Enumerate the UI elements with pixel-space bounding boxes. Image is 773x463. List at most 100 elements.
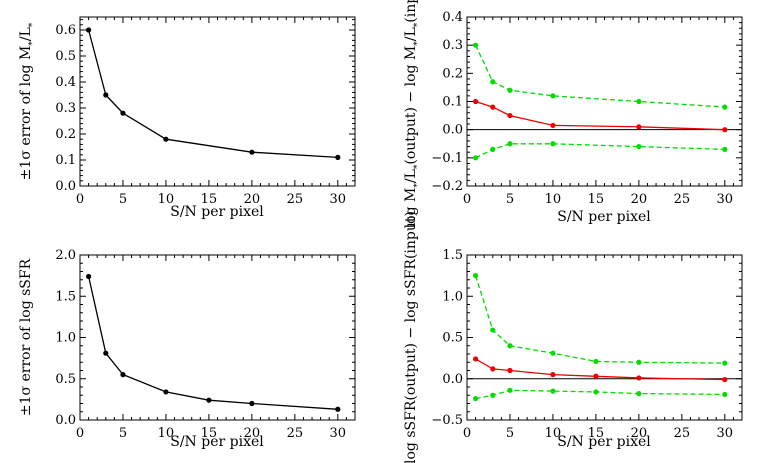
data-point (163, 136, 169, 142)
x-tick-label: 10 (545, 192, 562, 207)
data-point (550, 141, 556, 147)
x-tick-label: 5 (506, 192, 514, 207)
ssfr-error-series-0 (85, 273, 341, 412)
data-point (85, 273, 92, 280)
x-tick-label: 25 (674, 192, 691, 207)
y-tick-label: 0.4 (55, 75, 76, 90)
data-point (335, 406, 341, 412)
x-tick-label: 0 (76, 192, 84, 207)
data-point (507, 343, 513, 349)
data-point (472, 98, 479, 105)
y-tick-label: 0.3 (55, 101, 76, 116)
data-point (120, 110, 126, 116)
data-point (507, 141, 513, 147)
ssfr-offset-series-0 (472, 273, 728, 366)
data-point (636, 375, 642, 381)
data-point (722, 360, 728, 366)
x-tick-label: 25 (674, 426, 691, 441)
x-tick-label: 5 (119, 192, 127, 207)
data-point (103, 350, 109, 356)
data-point (103, 92, 109, 98)
data-point (722, 376, 728, 383)
x-tick-label: 25 (287, 192, 304, 207)
x-tick-label: 30 (330, 192, 347, 207)
y-tick-label: 0.5 (55, 49, 76, 64)
series-line (475, 44, 725, 108)
data-point (550, 388, 556, 394)
data-point (472, 395, 479, 402)
x-tick-label: 20 (631, 192, 648, 207)
series-line (475, 389, 725, 400)
data-point (550, 372, 556, 378)
ssfr-offset-panel: 0 5 10 15 20 25 30 −0.5 0.0 0.5 1.0 1.5 S/N per pixe… (403, 211, 743, 463)
y-tick-label: 0.3 (442, 38, 463, 53)
y-tick-label: 2.0 (55, 248, 76, 263)
mass-to-light-offset-series-1 (472, 98, 728, 133)
y-tick-label: 0.5 (442, 331, 463, 346)
data-point (249, 400, 255, 407)
data-point (593, 389, 599, 395)
mass-to-light-error-x-axis-label: S/N per pixel (170, 204, 264, 220)
ssfr-offset-x-axis-label: S/N per pixel (557, 434, 651, 450)
data-point (636, 391, 642, 397)
y-tick-label: 1.5 (55, 289, 76, 304)
data-point (550, 122, 556, 129)
series-line (87, 29, 338, 159)
x-tick-label: 20 (244, 426, 261, 441)
ssfr-offset-series-2 (472, 387, 728, 402)
ssfr-error-y-axis-label: ±1σ error of log sSFR (18, 258, 34, 416)
x-tick-label: 15 (588, 426, 605, 441)
data-point (636, 143, 642, 150)
data-point (636, 124, 642, 130)
data-point (593, 373, 599, 379)
data-point (550, 350, 556, 356)
data-point (472, 356, 479, 362)
ssfr-error-panel: 0 5 10 15 20 25 30 0.0 0.5 1.0 1.5 2.0 S/N per pixel… (18, 248, 356, 450)
ssfr-error-frame (79, 254, 356, 421)
y-tick-label: 0.1 (55, 153, 76, 168)
x-tick-label: 0 (463, 426, 471, 441)
mass-to-light-offset-panel: 0 5 10 15 20 25 30 −0.2 −0.1 0.0 0.1 0.2 0.3 0.4 S/N p… (403, 0, 743, 228)
x-tick-label: 5 (119, 426, 127, 441)
x-tick-label: 10 (545, 426, 562, 441)
series-line (475, 143, 725, 159)
data-point (722, 127, 728, 133)
ssfr-offset-series-1 (472, 356, 728, 383)
mass-to-light-offset-x-axis-label: S/N per pixel (557, 209, 651, 225)
mass-to-light-error-panel: 0 5 10 15 20 25 30 0.0 0.1 0.2 0.3 0.4 0.5 0.6 S/N per… (18, 16, 356, 220)
data-point (120, 372, 126, 378)
x-tick-label: 20 (244, 192, 261, 207)
mass-to-light-offset-frame (466, 16, 743, 187)
data-point (636, 98, 642, 105)
x-tick-label: 15 (588, 192, 605, 207)
y-tick-label: −0.1 (431, 151, 463, 166)
data-point (490, 366, 496, 372)
y-tick-label: 0.0 (442, 123, 463, 138)
ssfr-offset-frame (466, 254, 743, 421)
y-tick-label: 0.0 (55, 179, 76, 194)
data-point (206, 397, 212, 403)
y-tick-label: 0.6 (55, 23, 76, 38)
data-point (490, 392, 496, 398)
data-point (490, 146, 496, 152)
data-point (490, 327, 496, 333)
ssfr-error-x-axis-label: S/N per pixel (170, 434, 264, 450)
y-tick-label: −0.5 (431, 413, 463, 428)
ssfr-offset-y-axis-label: log sSFR(output) − log sSFR(input) (403, 211, 419, 463)
mass-to-light-error-y-axis-label: ±1σ error of log M*/L* (18, 22, 38, 180)
y-tick-label: 0.0 (55, 413, 76, 428)
x-tick-label: 5 (506, 426, 514, 441)
y-tick-label: 1.0 (55, 331, 76, 346)
data-point (249, 149, 255, 155)
mass-to-light-error-series-0 (85, 27, 341, 160)
x-tick-label: 0 (463, 192, 471, 207)
y-tick-label: 1.0 (442, 289, 463, 304)
x-tick-label: 10 (158, 426, 175, 441)
y-tick-label: 1.5 (442, 248, 463, 263)
x-tick-label: 30 (717, 426, 734, 441)
data-point (490, 104, 496, 110)
y-tick-label: 0.2 (55, 127, 76, 142)
mass-to-light-offset-series-0 (472, 42, 728, 110)
y-tick-label: −0.2 (431, 179, 463, 194)
